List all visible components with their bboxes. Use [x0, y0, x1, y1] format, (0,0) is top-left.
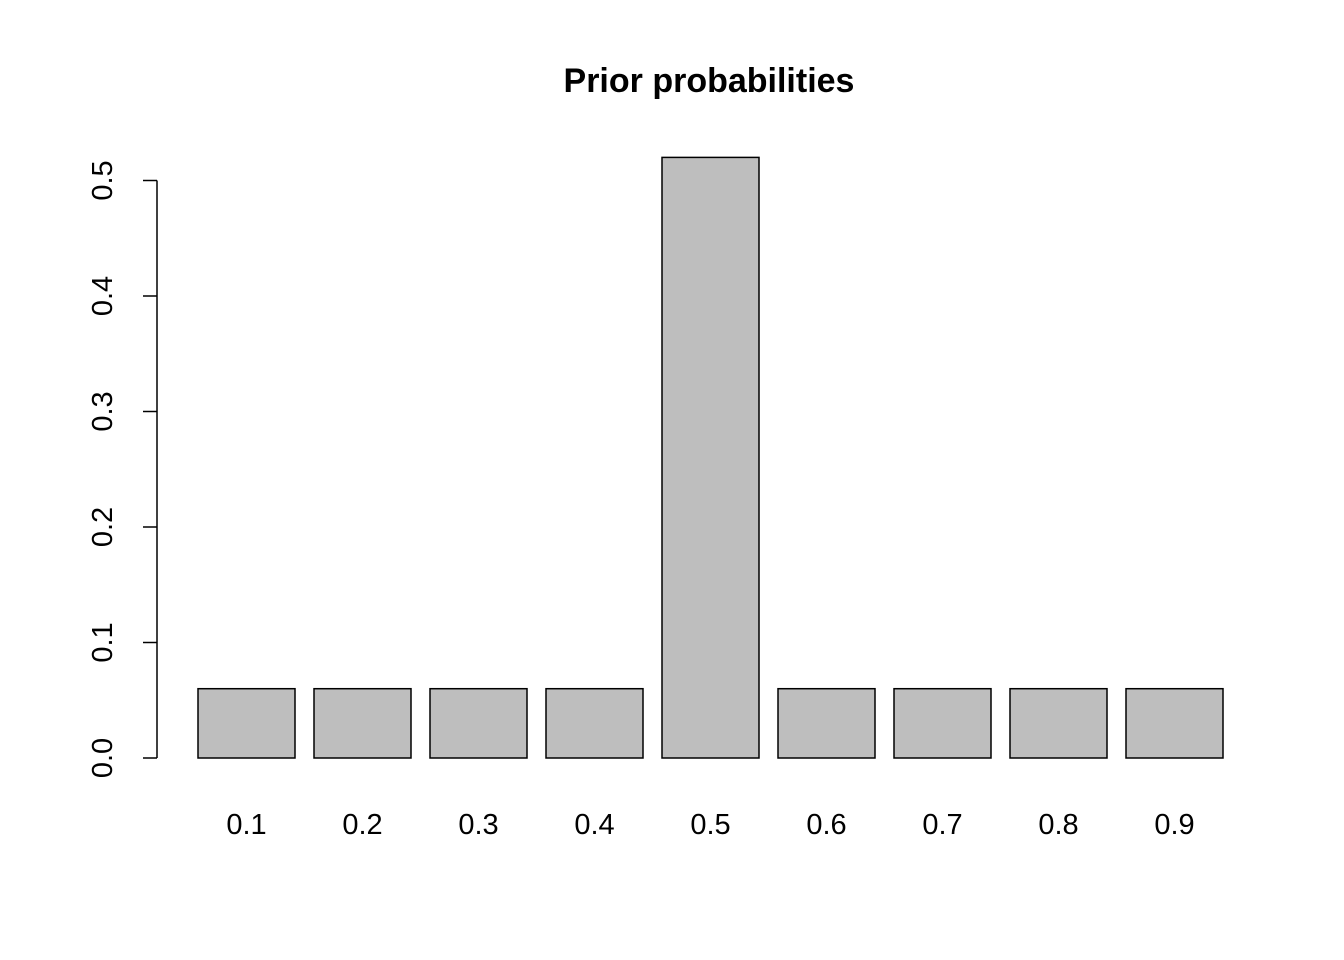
x-tick-label: 0.2 — [342, 809, 382, 841]
x-tick-label: 0.3 — [458, 809, 498, 841]
x-tick-label: 0.4 — [574, 809, 614, 841]
bar-0.9 — [1125, 687, 1224, 759]
bar-0.4 — [545, 687, 644, 759]
bar-0.8 — [1009, 687, 1108, 759]
bar-0.3 — [429, 687, 528, 759]
y-tick-label: 0.4 — [87, 276, 119, 316]
y-tick-label: 0.0 — [87, 738, 119, 778]
x-tick-label: 0.8 — [1038, 809, 1078, 841]
y-tick-label: 0.3 — [87, 391, 119, 431]
x-tick-label: 0.5 — [690, 809, 730, 841]
bars — [197, 156, 1224, 759]
bar-0.2 — [313, 687, 412, 759]
y-tick-label: 0.2 — [87, 507, 119, 547]
x-tick-label: 0.7 — [922, 809, 962, 841]
bar-0.7 — [893, 687, 992, 759]
y-axis: 0.0 0.1 0.2 0.3 0.4 0.5 — [87, 160, 158, 778]
bar-0.1 — [197, 687, 296, 759]
bar-0.5 — [661, 156, 760, 759]
x-tick-label: 0.9 — [1154, 809, 1194, 841]
chart-title: Prior probabilities — [564, 62, 855, 100]
y-tick-label: 0.1 — [87, 622, 119, 662]
x-tick-label: 0.6 — [806, 809, 846, 841]
bar-0.6 — [777, 687, 876, 759]
x-tick-label: 0.1 — [226, 809, 266, 841]
x-axis-labels: 0.1 0.2 0.3 0.4 0.5 0.6 0.7 0.8 0.9 — [226, 809, 1194, 841]
y-tick-label: 0.5 — [87, 160, 119, 200]
